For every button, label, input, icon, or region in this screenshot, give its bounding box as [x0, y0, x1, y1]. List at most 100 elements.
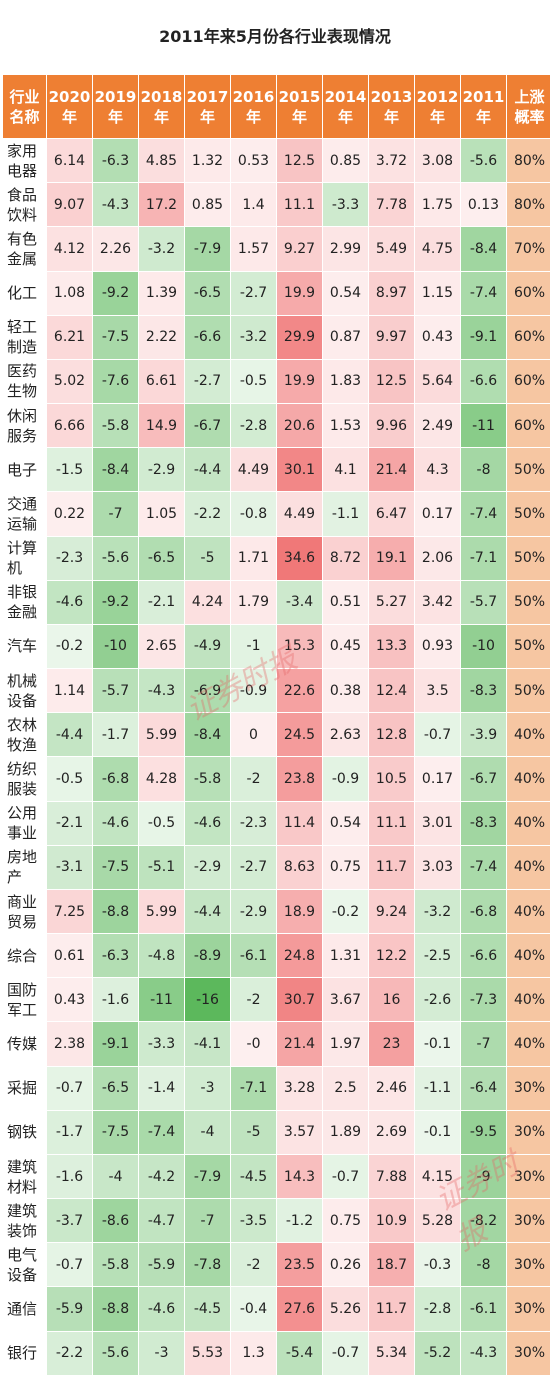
rise-probability-cell: 40% [506, 933, 550, 979]
header-year-2014-label: 2014 [324, 87, 367, 106]
return-cell-2017: -8.9 [184, 933, 231, 979]
return-cell-2019: -9.1 [92, 1021, 139, 1067]
return-cell-2019: -4.3 [92, 182, 139, 228]
return-cell-2013: 2.69 [368, 1109, 415, 1155]
return-cell-2013: 9.96 [368, 403, 415, 449]
return-cell-2012: 4.75 [414, 226, 461, 272]
return-cell-2016: -1 [230, 623, 277, 670]
header-probability: 上涨 概率 [506, 74, 550, 139]
return-cell-2014: 1.53 [322, 403, 369, 449]
industry-name: 钢铁 [2, 1109, 47, 1155]
return-cell-2015: 18.9 [276, 888, 323, 935]
return-cell-2013: 16 [368, 977, 415, 1023]
return-cell-2012: 1.75 [414, 182, 461, 228]
return-cell-2015: 4.49 [276, 491, 323, 537]
table-row: 化工 1.08 -9.2 1.39 -6.5 -2.7 19.9 0.54 8.97 1.15 -7… [2, 270, 550, 316]
header-year-2012-label: 年 [429, 107, 445, 126]
return-cell-2014: -0.7 [322, 1153, 369, 1200]
return-cell-2019: -6.3 [92, 137, 139, 184]
header-year-2017-label: 2017 [186, 87, 229, 106]
return-cell-2018: -3.3 [138, 1021, 185, 1067]
table-row: 非银 金融 -4.6 -9.2 -2.1 4.24 1.79 -3.4 0.51 5.27 3.42… [2, 579, 550, 625]
header-industry-label: 名称 [9, 107, 40, 126]
return-cell-2019: -7 [92, 491, 139, 537]
return-cell-2017: -5 [184, 535, 231, 581]
industry-name-line: 房地 [7, 848, 38, 867]
return-cell-2012: 0.17 [414, 756, 461, 802]
return-cell-2017: -5.8 [184, 756, 231, 802]
return-cell-2016: -0.9 [230, 668, 277, 714]
return-cell-2019: -7.5 [92, 314, 139, 360]
return-cell-2011: -7.3 [460, 977, 507, 1023]
industry-name: 机械 设备 [2, 668, 47, 714]
return-cell-2017: -4.1 [184, 1021, 231, 1067]
industry-name-line: 产 [7, 868, 23, 887]
return-cell-2016: -3.5 [230, 1198, 277, 1244]
table-row: 农林 牧渔 -4.4 -1.7 5.99 -8.4 0 24.5 2.63 12.8 -0.7 -3.… [2, 712, 550, 758]
industry-name: 电子 [2, 447, 47, 493]
return-cell-2014: 3.67 [322, 977, 369, 1023]
header-year-2016-label: 2016 [232, 87, 275, 106]
industry-name-line: 金融 [7, 603, 38, 622]
return-cell-2012: -3.2 [414, 888, 461, 935]
return-cell-2020: -0.2 [46, 623, 93, 670]
table-row: 银行 -2.2 -5.6 -3 5.53 1.3 -5.4 -0.7 5.34 -5.2 -4.3 3… [2, 1330, 550, 1377]
return-cell-2016: -2.3 [230, 800, 277, 846]
return-cell-2016: 1.57 [230, 226, 277, 272]
return-cell-2019: -7.6 [92, 358, 139, 405]
industry-name-line: 机械 [7, 671, 38, 690]
return-cell-2017: -7.8 [184, 1242, 231, 1288]
industry-name: 交通 运输 [2, 491, 47, 537]
return-cell-2015: 11.4 [276, 800, 323, 846]
return-cell-2011: -6.6 [460, 933, 507, 979]
return-cell-2015: 19.9 [276, 270, 323, 316]
industry-name-line: 传媒 [7, 1035, 38, 1054]
rise-probability-cell: 50% [506, 447, 550, 493]
industry-name-line: 制造 [7, 338, 38, 357]
return-cell-2013: 19.1 [368, 535, 415, 581]
table-title: 2011年来5月份各行业表现情况 [159, 27, 391, 46]
return-cell-2014: 2.5 [322, 1065, 369, 1111]
return-cell-2017: -2.9 [184, 844, 231, 890]
return-cell-2020: -5.9 [46, 1286, 93, 1332]
return-cell-2012: -2.8 [414, 1286, 461, 1332]
industry-name: 银行 [2, 1330, 47, 1377]
return-cell-2014: 1.97 [322, 1021, 369, 1067]
return-cell-2018: 14.9 [138, 403, 185, 449]
return-cell-2013: 7.88 [368, 1153, 415, 1200]
table-row: 医药 生物 5.02 -7.6 6.61 -2.7 -0.5 19.9 1.83 12.5 5.64… [2, 358, 550, 405]
return-cell-2015: 27.6 [276, 1286, 323, 1332]
return-cell-2011: -8 [460, 1242, 507, 1288]
return-cell-2013: 9.24 [368, 888, 415, 935]
return-cell-2019: -7.5 [92, 1109, 139, 1155]
industry-name: 农林 牧渔 [2, 712, 47, 758]
industry-name-line: 农林 [7, 715, 38, 734]
return-cell-2016: -3.2 [230, 314, 277, 360]
header-year-2014-label: 年 [337, 107, 353, 126]
return-cell-2020: 1.08 [46, 270, 93, 316]
return-cell-2015: 24.8 [276, 933, 323, 979]
header-row: 行业 名称 2020 年 2019 年 2018 年 2017 年 2016 年 2015 年 2014 年 2… [2, 74, 550, 139]
header-year-2017-label: 年 [199, 107, 215, 126]
rise-probability-cell: 80% [506, 137, 550, 184]
return-cell-2018: -4.2 [138, 1153, 185, 1200]
industry-name: 非银 金融 [2, 579, 47, 625]
return-cell-2016: -2 [230, 756, 277, 802]
return-cell-2012: 3.5 [414, 668, 461, 714]
rise-probability-cell: 30% [506, 1330, 550, 1377]
return-cell-2013: 5.34 [368, 1330, 415, 1377]
return-cell-2018: 5.99 [138, 888, 185, 935]
rise-probability-cell: 70% [506, 226, 550, 272]
rise-probability-cell: 50% [506, 579, 550, 625]
industry-name-line: 纺织 [7, 759, 38, 778]
return-cell-2017: -4 [184, 1109, 231, 1155]
rise-probability-cell: 30% [506, 1065, 550, 1111]
return-cell-2015: 30.7 [276, 977, 323, 1023]
table-row: 电子 -1.5 -8.4 -2.9 -4.4 4.49 30.1 4.1 21.4 4.3 -8 50… [2, 447, 550, 493]
return-cell-2019: -6.5 [92, 1065, 139, 1111]
industry-name: 汽车 [2, 623, 47, 670]
return-cell-2012: 0.93 [414, 623, 461, 670]
return-cell-2013: 9.97 [368, 314, 415, 360]
return-cell-2020: -4.4 [46, 712, 93, 758]
industry-name-line: 公用 [7, 804, 38, 823]
